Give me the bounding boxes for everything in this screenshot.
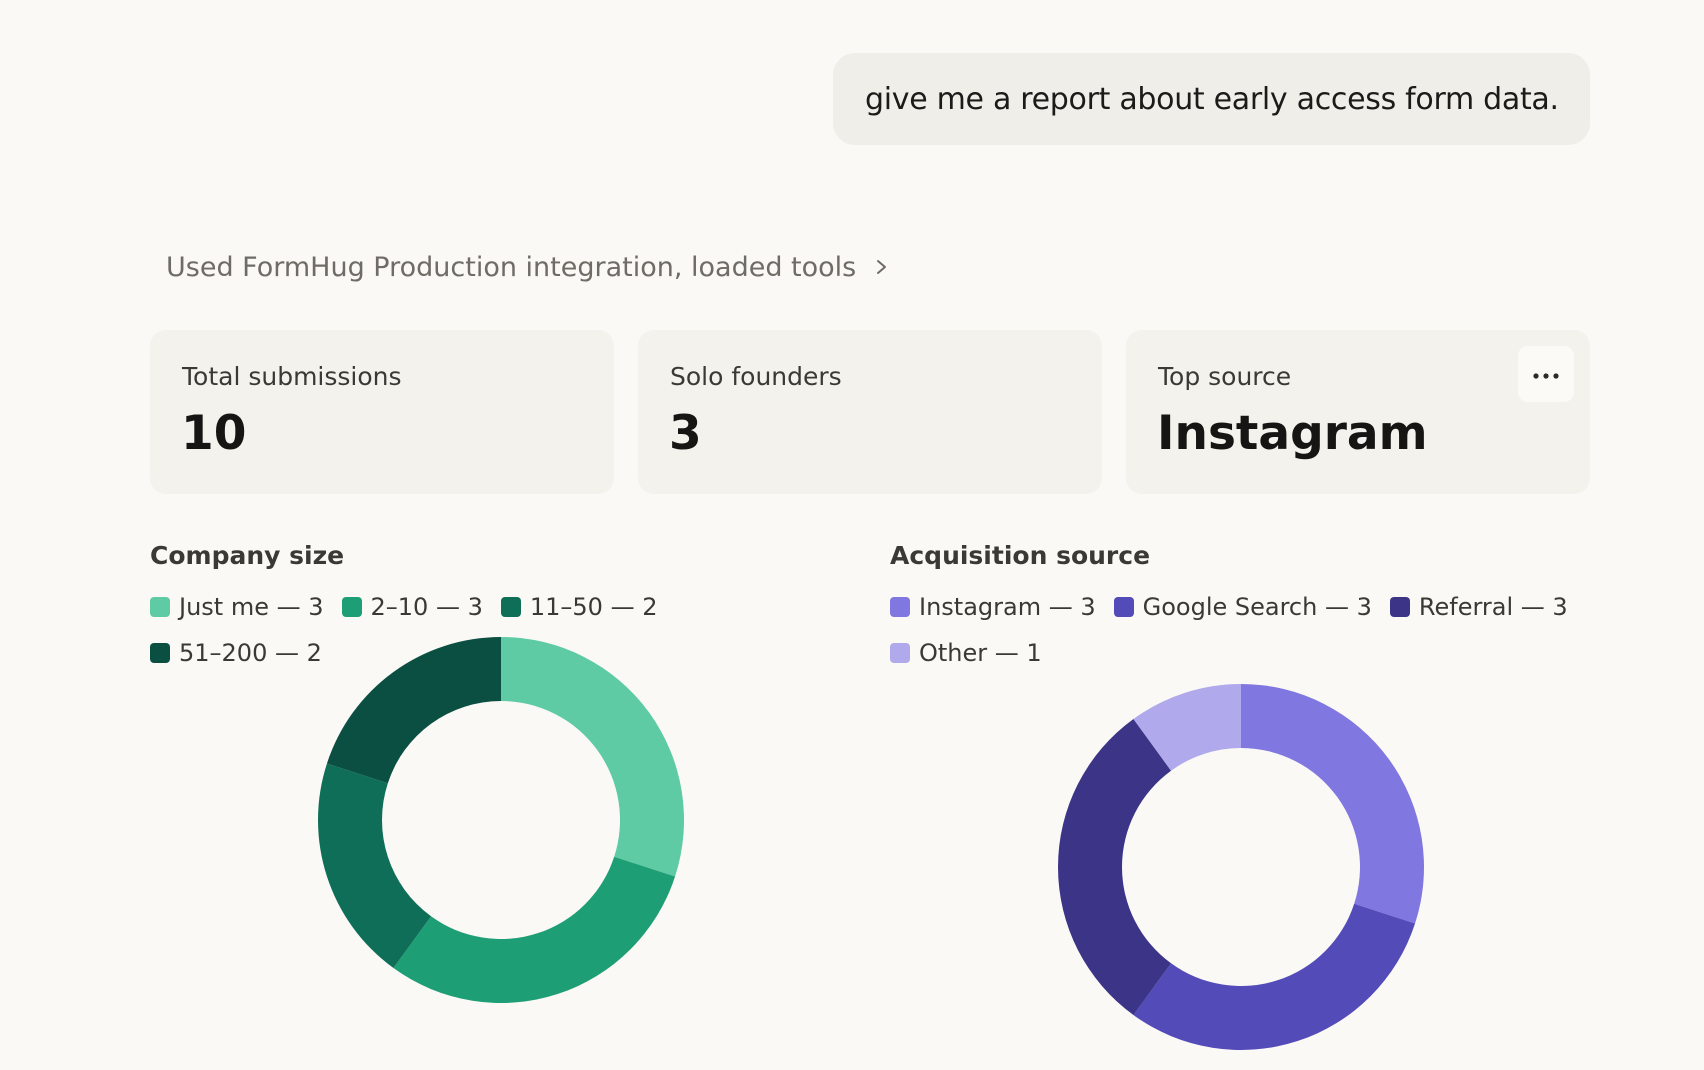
legend-item: Google Search — 3: [1113, 591, 1372, 623]
legend-swatch: [890, 643, 910, 663]
donut-slice-other: [1133, 684, 1241, 771]
donut-slice-11-50: [318, 763, 432, 969]
legend-item: 51–200 — 2: [150, 637, 322, 669]
legend-label: 2–10 — 3: [370, 593, 483, 621]
stat-value: Instagram: [1157, 406, 1428, 461]
legend-company-size: Just me — 3 2–10 — 3 11–50 — 2 51–200 — 2: [150, 591, 850, 669]
legend-swatch: [890, 597, 910, 617]
legend-swatch: [341, 597, 362, 617]
user-message-text: give me a report about early access form…: [865, 81, 1559, 117]
legend-swatch: [500, 597, 521, 617]
donut-slice-google-search: [1133, 903, 1416, 1050]
legend-label: Just me — 3: [179, 593, 324, 621]
stat-label: Total submissions: [182, 362, 402, 391]
stat-value: 10: [181, 406, 247, 461]
donut-chart-acquisition-source: [1058, 684, 1424, 1050]
donut-slice-instagram: [1241, 684, 1424, 924]
more-horizontal-icon: [1532, 365, 1560, 384]
legend-swatch: [150, 643, 170, 663]
chart-title-company-size: Company size: [150, 541, 345, 570]
donut-slice-just-me: [501, 637, 684, 877]
legend-label: Google Search — 3: [1142, 593, 1372, 621]
tool-usage-text: Used FormHug Production integration, loa…: [166, 251, 857, 283]
legend-swatch: [1389, 597, 1410, 617]
donut-slice-2-10: [393, 856, 676, 1003]
stat-value: 3: [669, 406, 702, 461]
chevron-right-icon: [872, 255, 892, 279]
stat-label: Solo founders: [670, 362, 842, 391]
legend-item: 2–10 — 3: [341, 591, 483, 623]
legend-acquisition-source: Instagram — 3 Google Search — 3 Referral —…: [890, 591, 1590, 669]
stat-label: Top source: [1158, 362, 1292, 391]
legend-label: 51–200 — 2: [179, 639, 322, 667]
legend-label: Referral — 3: [1418, 593, 1568, 621]
tool-usage-disclosure[interactable]: Used FormHug Production integration, loa…: [166, 247, 892, 287]
donut-chart-company-size: [318, 637, 684, 1003]
legend-label: 11–50 — 2: [529, 593, 658, 621]
legend-label: Other — 1: [919, 639, 1042, 667]
stat-card-total-submissions: Total submissions 10: [150, 330, 614, 494]
legend-item: Other — 1: [890, 637, 1042, 669]
donut-slice-51-200: [326, 637, 501, 784]
user-message-bubble: give me a report about early access form…: [833, 53, 1590, 145]
legend-item: Instagram — 3: [890, 591, 1096, 623]
legend-item: 11–50 — 2: [500, 591, 658, 623]
legend-swatch: [150, 597, 170, 617]
stat-card-top-source: Top source Instagram: [1126, 330, 1590, 494]
legend-swatch: [1113, 597, 1134, 617]
legend-label: Instagram — 3: [919, 593, 1096, 621]
legend-item: Referral — 3: [1389, 591, 1568, 623]
more-options-button[interactable]: [1518, 346, 1574, 402]
stat-card-solo-founders: Solo founders 3: [638, 330, 1102, 494]
donut-slice-referral: [1058, 718, 1172, 1016]
chart-title-acquisition-source: Acquisition source: [890, 541, 1151, 570]
legend-item: Just me — 3: [150, 591, 324, 623]
